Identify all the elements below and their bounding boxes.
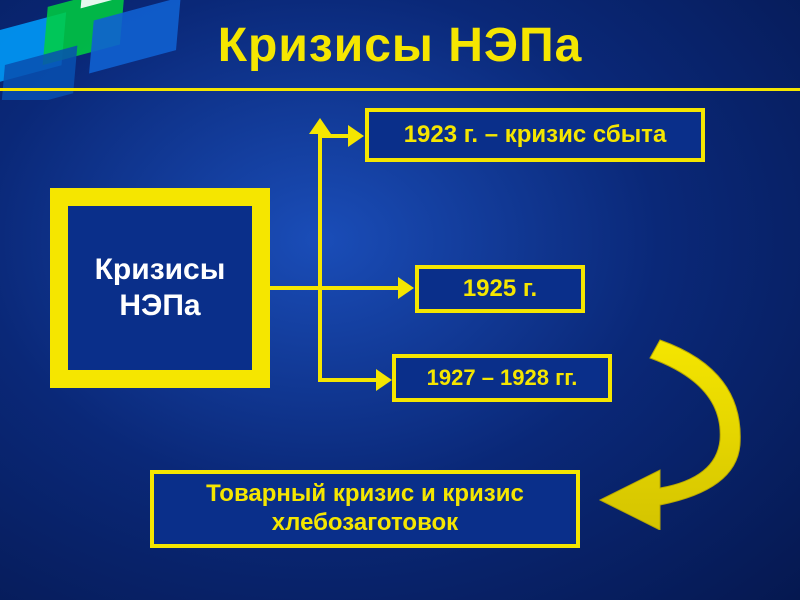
result-label: Товарный кризис и кризис хлебозаготовок xyxy=(162,480,568,538)
arrowhead-2 xyxy=(398,277,414,299)
source-label: Кризисы НЭПа xyxy=(68,252,252,324)
connector-branch-2 xyxy=(318,286,402,290)
slide: Кризисы НЭПа Кризисы НЭПа 1923 г. – криз… xyxy=(0,0,800,600)
connector-branch-3 xyxy=(318,378,380,382)
crisis-label-1927: 1927 – 1928 гг. xyxy=(427,365,578,391)
arrowhead-1 xyxy=(348,125,364,147)
slide-title: Кризисы НЭПа xyxy=(0,18,800,73)
curved-arrow xyxy=(590,330,770,510)
connector-spine xyxy=(318,134,322,382)
result-box: Товарный кризис и кризис хлебозаготовок xyxy=(150,470,580,548)
connector-stem xyxy=(270,286,320,290)
crisis-box-1923: 1923 г. – кризис сбыта xyxy=(365,108,705,162)
source-box: Кризисы НЭПа xyxy=(50,188,270,388)
crisis-label-1925: 1925 г. xyxy=(463,275,537,303)
title-underline xyxy=(0,88,800,91)
arrowhead-3 xyxy=(376,369,392,391)
connector-branch-1 xyxy=(318,134,352,138)
crisis-box-1927: 1927 – 1928 гг. xyxy=(392,354,612,402)
crisis-label-1923: 1923 г. – кризис сбыта xyxy=(404,121,667,149)
crisis-box-1925: 1925 г. xyxy=(415,265,585,313)
arrowhead-up xyxy=(309,118,331,134)
